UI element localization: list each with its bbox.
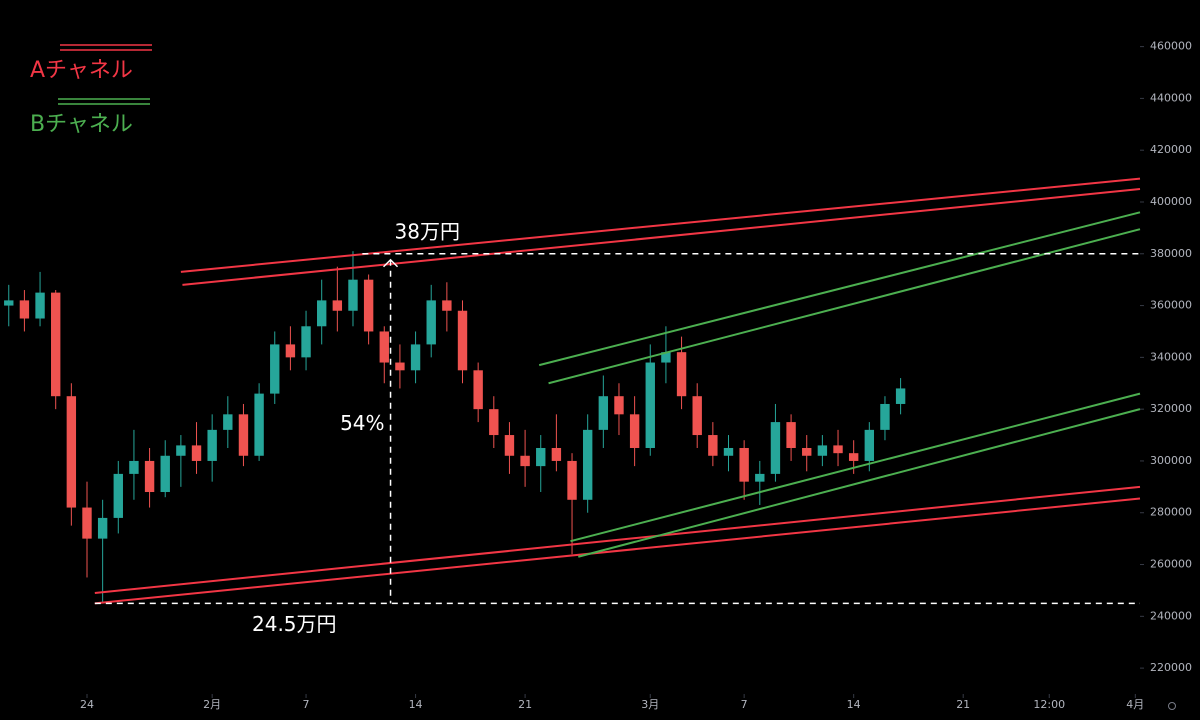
x-tick-label: 21 xyxy=(956,698,970,711)
candle-body xyxy=(270,344,280,394)
candle-body xyxy=(191,445,202,461)
y-tick-label: 400000 xyxy=(1150,195,1192,208)
x-tick-label: 14 xyxy=(409,698,423,711)
y-tick-label: 220000 xyxy=(1150,661,1192,674)
candle-body xyxy=(817,445,828,456)
candle-body xyxy=(51,292,61,397)
x-tick-label: 3月 xyxy=(641,698,659,711)
settings-icon[interactable] xyxy=(1168,702,1176,710)
candle-body xyxy=(802,447,812,456)
candle-body xyxy=(536,447,546,467)
candle-body xyxy=(410,344,421,371)
legend-label: Bチャネル xyxy=(30,112,133,137)
channel-line xyxy=(570,392,1141,543)
channel-line xyxy=(94,497,1141,605)
candle-body xyxy=(598,396,609,430)
candle-body xyxy=(395,362,405,371)
candle-body xyxy=(645,362,655,448)
candle-body xyxy=(348,279,358,311)
candle-body xyxy=(223,414,233,430)
candle-body xyxy=(582,429,593,500)
candle-body xyxy=(786,422,796,448)
candle-body xyxy=(4,300,14,306)
candle-body xyxy=(113,473,123,518)
channel-line xyxy=(578,408,1141,558)
y-tick-label: 360000 xyxy=(1150,299,1192,312)
high-label: 38万円 xyxy=(395,219,460,243)
channel-line xyxy=(548,228,1141,385)
channel-line xyxy=(538,211,1141,367)
candle-body xyxy=(629,414,640,448)
candle-body xyxy=(254,393,264,456)
channel-line xyxy=(94,485,1141,595)
candle-body xyxy=(207,429,217,461)
candle-body xyxy=(160,455,170,493)
y-tick-label: 240000 xyxy=(1150,609,1192,622)
candle-body xyxy=(144,460,155,493)
legend-label: Aチャネル xyxy=(30,58,133,83)
y-tick-label: 340000 xyxy=(1150,350,1192,363)
y-tick-label: 380000 xyxy=(1150,247,1192,260)
candle-body xyxy=(833,445,843,454)
candle-body xyxy=(755,473,765,482)
candle-body xyxy=(176,445,186,456)
channel-line xyxy=(180,177,1141,273)
y-tick-label: 260000 xyxy=(1150,558,1192,571)
x-tick-label: 4月 xyxy=(1126,698,1144,711)
candle-body xyxy=(379,331,389,363)
candle-body xyxy=(614,396,624,415)
x-tick-label: 12:00 xyxy=(1033,698,1065,711)
channel-line xyxy=(182,188,1141,286)
x-tick-label: 14 xyxy=(847,698,861,711)
candle-body xyxy=(285,344,296,358)
candle-body xyxy=(457,310,468,371)
candle-body xyxy=(848,453,859,461)
x-tick-label: 2月 xyxy=(203,698,221,711)
candle-body xyxy=(567,460,577,500)
x-tick-label: 7 xyxy=(741,698,748,711)
candle-body xyxy=(316,300,327,327)
y-tick-label: 440000 xyxy=(1150,91,1192,104)
candle-body xyxy=(473,370,483,410)
candle-body xyxy=(238,414,249,456)
x-tick-label: 7 xyxy=(303,698,310,711)
low-label: 24.5万円 xyxy=(252,612,337,636)
candle-body xyxy=(301,326,311,358)
candle-body xyxy=(661,352,671,363)
y-tick-label: 300000 xyxy=(1150,454,1192,467)
x-tick-label: 21 xyxy=(518,698,532,711)
candle-body xyxy=(129,460,139,474)
candle-body xyxy=(880,403,890,430)
candle-body xyxy=(66,396,77,508)
candle-body xyxy=(551,447,562,461)
y-tick-label: 420000 xyxy=(1150,143,1192,156)
y-tick-label: 320000 xyxy=(1150,402,1192,415)
candle-body xyxy=(19,300,30,319)
y-tick-label: 280000 xyxy=(1150,506,1192,519)
candle-body xyxy=(504,435,515,456)
candle-body xyxy=(692,396,702,436)
candle-body xyxy=(708,435,718,456)
candle-body xyxy=(739,447,749,482)
candle-body xyxy=(864,429,875,461)
candle-body xyxy=(82,507,92,539)
x-tick-label: 24 xyxy=(80,698,94,711)
y-tick-label: 460000 xyxy=(1150,40,1192,53)
candle-body xyxy=(363,279,374,332)
candle-body xyxy=(770,422,781,474)
candle-body xyxy=(895,388,906,404)
candle-body xyxy=(332,300,343,311)
candle-body xyxy=(676,352,687,397)
candle-body xyxy=(97,517,108,539)
measure-arrow xyxy=(383,258,399,268)
change-label: 54% xyxy=(340,411,384,435)
candle-body xyxy=(489,409,499,436)
candle-body xyxy=(723,447,734,456)
candle-body xyxy=(442,300,452,311)
candle-body xyxy=(520,455,530,467)
candle-body xyxy=(35,292,45,319)
candle-body xyxy=(426,300,436,345)
